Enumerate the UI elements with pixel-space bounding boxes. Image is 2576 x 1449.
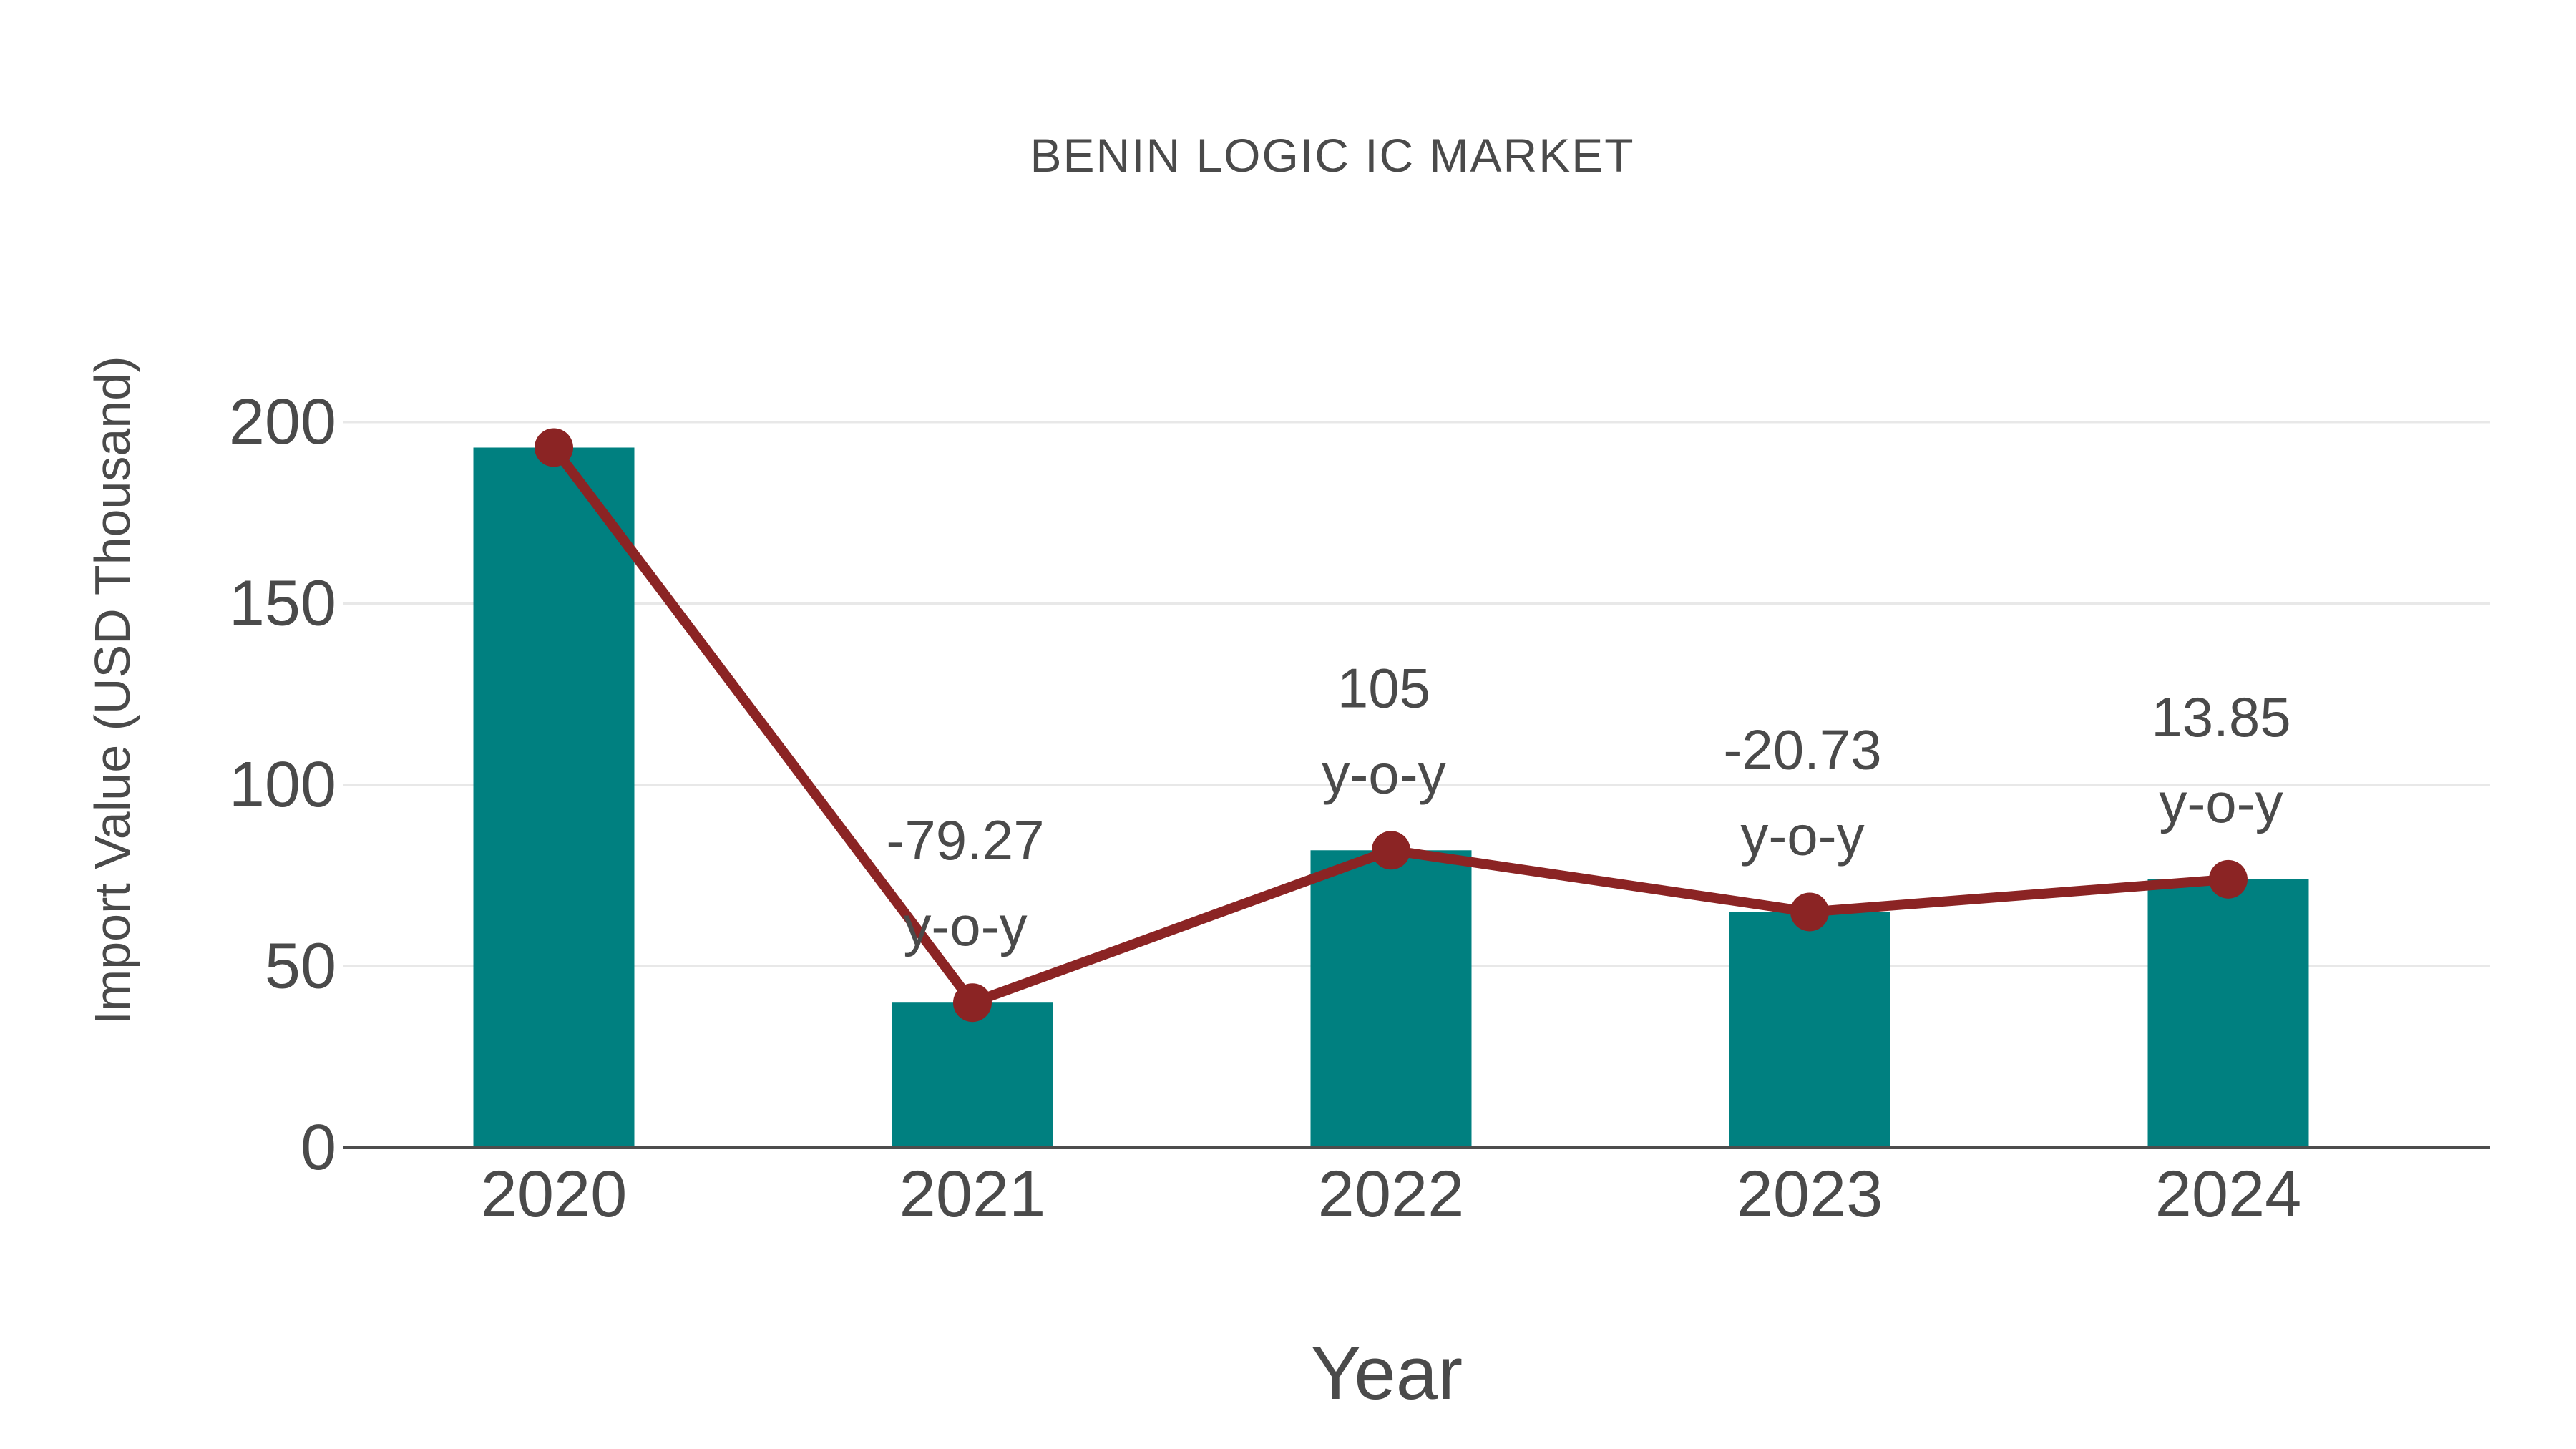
x-tick-labels: 2020 2021 2022 2023 2024 <box>481 1158 2302 1231</box>
x-axis-title: Year <box>1311 1332 1463 1415</box>
trend-marker-2024 <box>2209 859 2248 899</box>
annotation-unit-2022: y-o-y <box>1322 742 1445 805</box>
y-tick-labels: 0 50 100 150 200 <box>229 386 336 1184</box>
trend-marker-2020 <box>535 428 573 467</box>
y-tick-label-200: 200 <box>229 386 336 458</box>
x-tick-label-2024: 2024 <box>2155 1158 2302 1231</box>
annotation-unit-2023: y-o-y <box>1740 804 1864 867</box>
y-tick-label-100: 100 <box>229 749 336 821</box>
bar-2021 <box>892 1002 1053 1148</box>
x-tick-label-2021: 2021 <box>899 1158 1046 1231</box>
bars <box>473 447 2309 1148</box>
annotation-value-2024: 13.85 <box>2151 686 2290 748</box>
trend-marker-2022 <box>1372 831 1410 870</box>
annotations: -79.27 y-o-y 105 y-o-y -20.73 y-o-y 13.85 y-o-y <box>886 656 2290 957</box>
y-tick-label-0: 0 <box>301 1112 336 1184</box>
trend-line-group <box>535 428 2248 1023</box>
annotation-value-2021: -79.27 <box>886 809 1044 872</box>
annotation-unit-2024: y-o-y <box>2159 771 2283 834</box>
trend-marker-2021 <box>953 983 992 1023</box>
annotation-value-2022: 105 <box>1337 656 1430 719</box>
y-tick-label-150: 150 <box>229 568 336 640</box>
x-tick-label-2023: 2023 <box>1737 1158 1883 1231</box>
bar-2024 <box>2147 879 2309 1148</box>
trend-marker-2023 <box>1790 892 1829 932</box>
y-axis-title: Import Value (USD Thousand) <box>84 356 140 1025</box>
annotation-value-2023: -20.73 <box>1723 718 1881 781</box>
y-tick-label-50: 50 <box>265 931 336 1002</box>
x-tick-label-2020: 2020 <box>481 1158 628 1231</box>
x-tick-label-2022: 2022 <box>1318 1158 1465 1231</box>
bar-2022 <box>1310 850 1472 1148</box>
annotation-unit-2021: y-o-y <box>903 894 1027 957</box>
bar-2020 <box>473 447 635 1148</box>
bar-2023 <box>1729 912 1890 1148</box>
chart-title: BENIN LOGIC IC MARKET <box>1030 129 1634 182</box>
